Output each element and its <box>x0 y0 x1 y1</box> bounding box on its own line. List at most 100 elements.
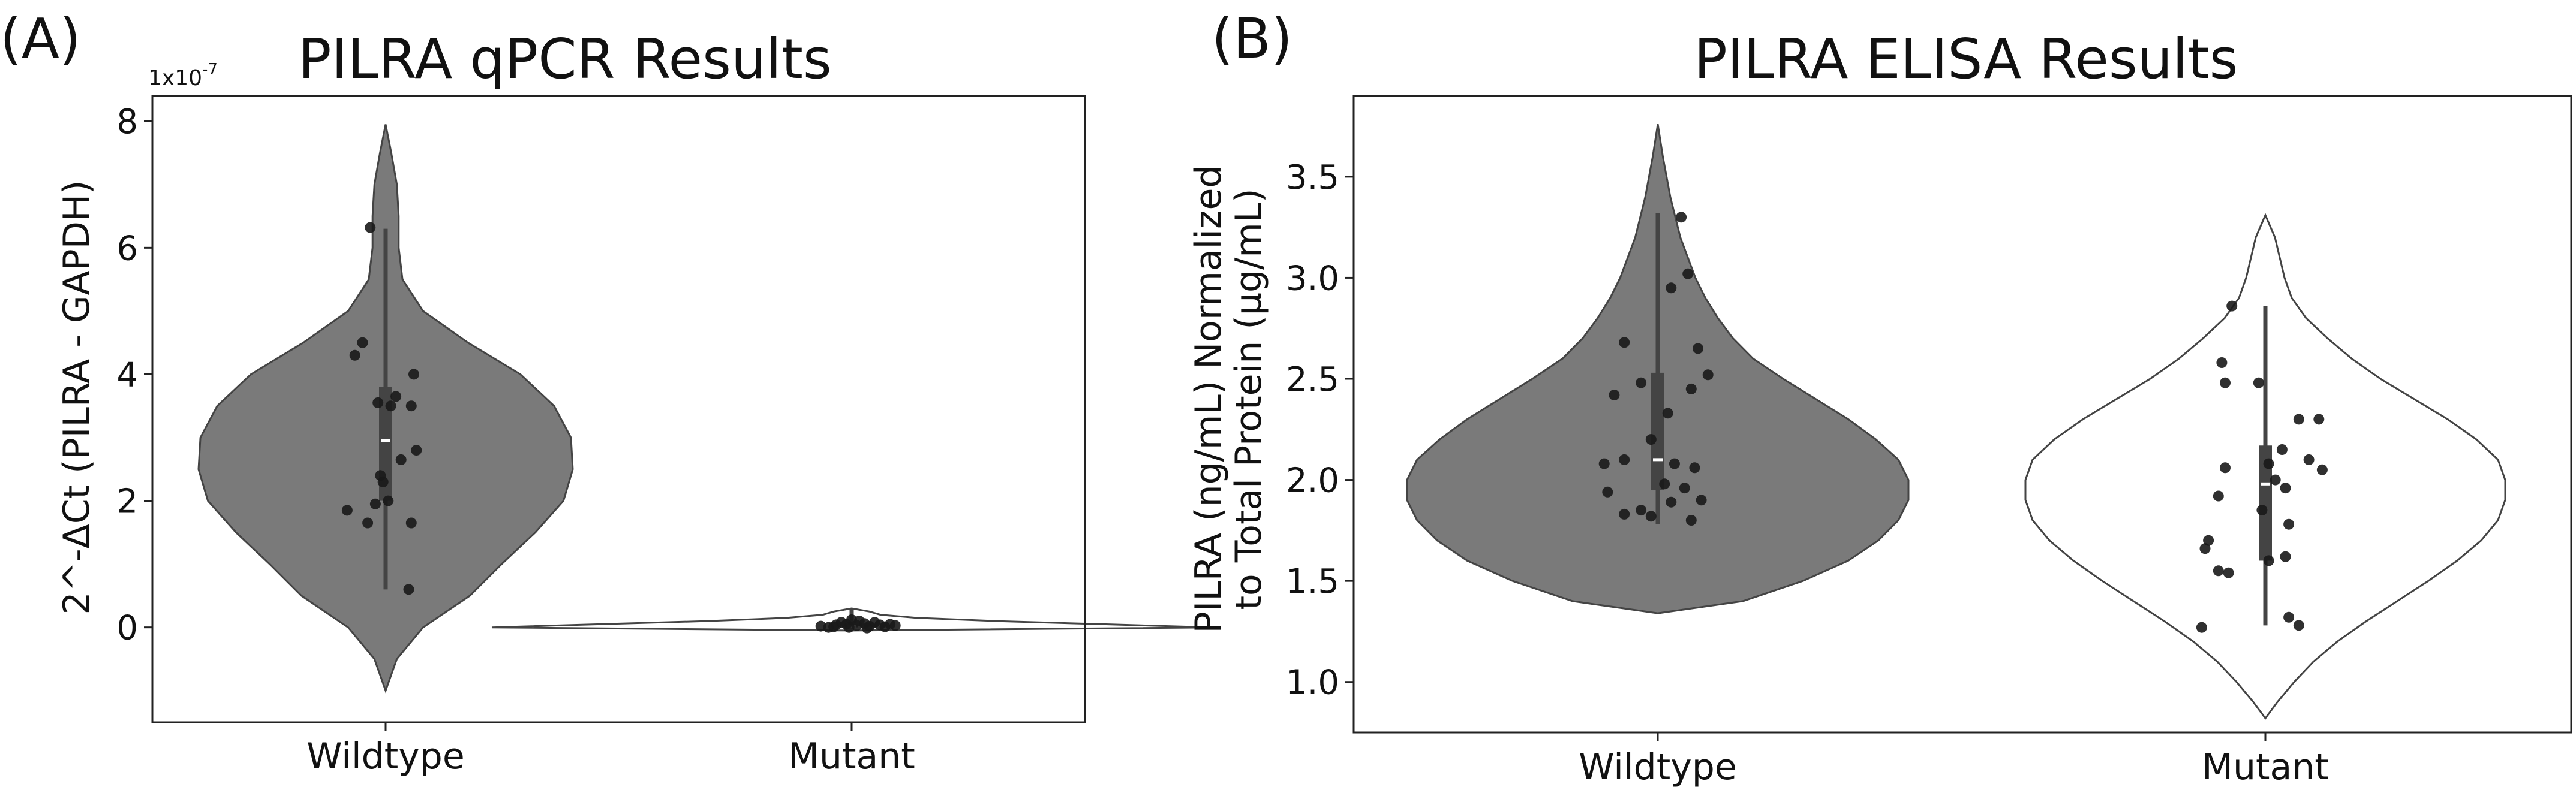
panel-a-label: (A) <box>0 7 81 71</box>
panel-b-wildtype-data-point <box>1598 458 1610 469</box>
panel-b-x-tick-mutant: Mutant <box>2202 746 2329 788</box>
panel-b-wildtype-data-point <box>1679 483 1690 494</box>
panel-b-wildtype-data-point <box>1669 458 1680 469</box>
panel-b-wildtype-data-point <box>1702 369 1714 381</box>
panel-a-wildtype-data-point <box>383 495 394 506</box>
panel-a-wildtype-data-point <box>405 517 417 529</box>
panel-b-mutant-data-point <box>2293 414 2304 425</box>
panel-a-y-axis-label: 2^-ΔCt (PILRA - GAPDH) <box>56 180 98 615</box>
panel-b-mutant-data-point <box>2220 462 2231 474</box>
panel-b-plot-area: 1.0 1.5 2.0 2.5 3.0 3.5 <box>1286 123 2506 741</box>
panel-b-mutant-data-point <box>2283 611 2295 623</box>
panel-b-wildtype-data-point <box>1659 478 1670 490</box>
panel-a-wildtype-data-point <box>341 505 353 516</box>
panel-b-mutant-data-point <box>2280 551 2291 562</box>
panel-b-wildtype-data-point <box>1682 268 1694 279</box>
panel-b-mutant-data-point <box>2213 565 2224 577</box>
panel-b-y-tick-label: 3.0 <box>1286 259 1339 298</box>
panel-b-wildtype-data-point <box>1609 390 1620 400</box>
panel-b-wildtype-data-point <box>1636 377 1647 388</box>
panel-b-mutant-data-point <box>2256 505 2268 516</box>
panel-a-wildtype-data-point <box>377 476 389 487</box>
panel-b-wildtype-data-point <box>1636 505 1647 516</box>
panel-b-wildtype-data-point <box>1676 212 1687 223</box>
panel-b-wildtype-data-point <box>1666 496 1677 508</box>
panel-a-y-tick-label: 4 <box>116 355 138 394</box>
panel-b-y-axis-label-line2: to Total Protein (µg/mL) <box>1228 188 1270 610</box>
panel-b-mutant-data-point <box>2276 444 2288 455</box>
panel-b-mutant-data-point <box>2316 464 2328 475</box>
panel-a-mutant-data-point <box>828 621 840 632</box>
panel-b-wildtype-data-point <box>1685 383 1697 394</box>
panel-a-x-tick-mutant: Mutant <box>788 735 915 777</box>
panel-a-wildtype-data-point <box>395 454 407 465</box>
panel-b-mutant-data-point <box>2263 458 2274 469</box>
panel-b-mutant-data-point <box>2203 535 2214 546</box>
panel-b-mutant-data-point <box>2283 518 2295 530</box>
panel-a-y-tick-label: 8 <box>116 102 138 141</box>
panel-a-mutant-data-point <box>843 622 855 633</box>
panel-a-mutant-data-point <box>889 620 901 631</box>
panel-b-wildtype-data-point <box>1619 337 1630 348</box>
panel-a-wildtype-data-point <box>411 445 422 456</box>
panel-a-axis-multiplier: 1x10-7 <box>148 61 218 91</box>
panel-b-y-tick-label: 1.5 <box>1286 562 1339 601</box>
panel-b-y-tick-label: 3.5 <box>1286 158 1339 197</box>
panel-b-y-tick-label: 2.0 <box>1286 462 1339 500</box>
panel-b-mutant-data-point <box>2226 300 2238 312</box>
panel-a-y-tick-label: 0 <box>116 609 138 648</box>
panel-b-mutant-data-point <box>2199 543 2211 554</box>
panel-a-x-tick-wildtype: Wildtype <box>306 735 464 777</box>
panel-b-mutant-data-point <box>2220 377 2231 388</box>
panel-a-wildtype-data-point <box>390 391 402 402</box>
panel-b-wildtype-data-point <box>1662 408 1673 419</box>
panel-b-x-tick-wildtype: Wildtype <box>1579 746 1736 788</box>
panel-b-wildtype-data-point <box>1685 515 1697 526</box>
panel-b-y-axis-label-line1: PILRA (ng/mL) Normalized <box>1188 165 1230 633</box>
panel-b-mutant-data-point <box>2216 357 2228 368</box>
panel-b-mutant-data-point <box>2280 483 2291 494</box>
panel-a-wildtype-data-point <box>369 498 381 509</box>
panel-a-plot-area: 0 2 4 6 8 <box>116 102 1212 731</box>
panel-b-wildtype-data-point <box>1602 486 1613 498</box>
panel-b-mutant-iqr-box <box>2259 445 2272 561</box>
panel-a-wildtype-data-point <box>365 222 376 233</box>
panel-b-axes-frame <box>1352 95 2572 734</box>
panel-b-mutant-data-point <box>2196 622 2207 633</box>
panel-b-mutant-data-point <box>2313 414 2325 425</box>
panel-a-title: PILRA qPCR Results <box>298 27 832 91</box>
panel-a-wildtype-data-point <box>405 400 417 412</box>
panel-b-wildtype-data-point <box>1666 282 1677 294</box>
panel-b-mutant-data-point <box>2213 490 2224 502</box>
panel-a-wildtype-data-point <box>362 517 374 529</box>
panel-b-mutant-data-point <box>2223 567 2234 578</box>
panel-a: (A) PILRA qPCR Results 1x10-7 2^-ΔCt (PI… <box>0 7 1212 777</box>
panel-a-wildtype-data-point <box>403 584 414 595</box>
panel-a-wildtype-data-point <box>349 349 360 361</box>
panel-b-title: PILRA ELISA Results <box>1694 27 2238 91</box>
panel-b-wildtype-data-point <box>1645 511 1657 522</box>
panel-b-wildtype-data-point <box>1689 462 1700 474</box>
panel-b: (B) PILRA ELISA Results PILRA (ng/mL) No… <box>1188 7 2572 788</box>
panel-a-wildtype-data-point <box>408 369 419 380</box>
panel-b-wildtype-iqr-box <box>1651 372 1664 490</box>
panel-b-mutant-data-point <box>2253 377 2264 388</box>
panel-a-y-tick-label: 6 <box>116 229 138 268</box>
panel-a-mutant-data-point <box>861 622 873 634</box>
panel-b-label: (B) <box>1212 7 1292 71</box>
panel-b-wildtype-data-point <box>1693 343 1703 354</box>
panel-b-y-tick-label: 2.5 <box>1286 360 1339 399</box>
panel-b-wildtype-data-point <box>1696 495 1707 506</box>
panel-a-axes-frame <box>151 95 1086 723</box>
panel-b-y-tick-label: 1.0 <box>1286 664 1339 702</box>
panel-b-mutant-data-point <box>2270 474 2281 486</box>
panel-b-wildtype-data-point <box>1619 454 1630 465</box>
panel-a-wildtype-data-point <box>372 397 384 408</box>
panel-a-wildtype-data-point <box>385 400 396 412</box>
panel-a-wildtype-data-point <box>357 337 368 348</box>
panel-b-wildtype-data-point <box>1645 434 1657 445</box>
panel-b-wildtype-data-point <box>1619 508 1630 520</box>
panel-a-y-tick-label: 2 <box>116 483 138 521</box>
panel-b-mutant-data-point <box>2303 454 2315 465</box>
